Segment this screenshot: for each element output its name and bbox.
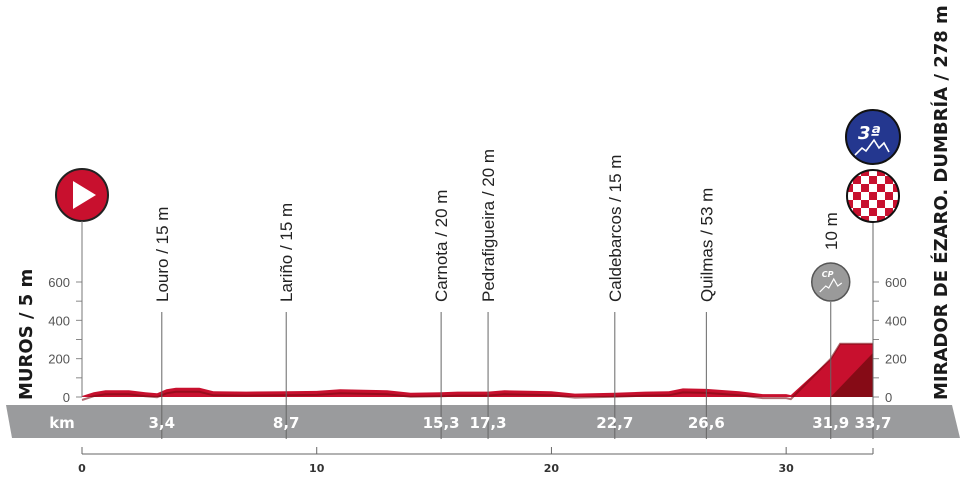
x-tick-label: 10	[309, 462, 325, 475]
finish-check	[877, 216, 885, 222]
finish-check	[861, 216, 869, 222]
finish-check	[885, 208, 893, 216]
finish-check	[893, 184, 899, 192]
waypoint-km: 26,6	[688, 414, 725, 432]
finish-check	[869, 208, 877, 216]
finish-label: MIRADOR DE ÉZARO. DUMBRÍA / 278 m	[930, 5, 952, 400]
finish-check	[869, 192, 877, 200]
climb-category-text: 3ª	[858, 123, 881, 144]
waypoint-km: 33,7	[854, 414, 891, 432]
y-tick-label: 0	[885, 390, 892, 405]
finish-check	[893, 216, 899, 222]
km-band: km	[6, 405, 960, 438]
finish-check	[885, 176, 893, 184]
finish-check	[853, 208, 861, 216]
climb-category-icon: 3ª	[845, 109, 901, 165]
waypoint: 33,7	[854, 222, 892, 439]
finish-check	[893, 170, 899, 176]
finish-check	[861, 184, 869, 192]
waypoint: Lariño / 15 m 8,7	[273, 203, 300, 439]
finish-check	[853, 192, 861, 200]
x-axis: 0 10 20 30	[78, 447, 874, 475]
finish-check	[869, 176, 877, 184]
profile-shading-line	[81, 342, 873, 401]
waypoint-km: 15,3	[423, 414, 460, 432]
checkpoint-cp-icon: CP	[811, 262, 851, 302]
waypoint-km: 31,9	[812, 414, 849, 432]
x-tick-label: 30	[778, 462, 794, 475]
km-label: km	[49, 414, 75, 432]
finish-checks	[847, 170, 909, 232]
finish-check	[847, 200, 853, 208]
y-axis-left: 0 200 400 600	[48, 262, 83, 405]
finish-check	[877, 200, 885, 208]
waypoint-label: Pedrafigueira / 20 m	[479, 149, 498, 302]
y-tick-label: 0	[63, 390, 70, 405]
waypoint: Caldebarcos / 15 m 22,7	[596, 155, 633, 439]
finish-check	[901, 176, 909, 184]
finish-check	[853, 224, 861, 232]
waypoint-km: 17,3	[470, 414, 507, 432]
finish-flag-icon	[846, 169, 909, 232]
waypoint: Louro / 15 m 3,4	[149, 207, 176, 439]
waypoint: CP 10 m 31,9	[811, 212, 851, 439]
waypoint-label: Lariño / 15 m	[277, 203, 296, 302]
waypoint-label: Louro / 15 m	[153, 207, 172, 302]
finish-check	[861, 170, 869, 176]
waypoint-km: 8,7	[273, 414, 300, 432]
waypoint-label: Carnota / 20 m	[432, 190, 451, 302]
waypoint-label: 10 m	[822, 212, 841, 250]
finish-check	[885, 224, 893, 232]
finish-border	[846, 169, 900, 223]
y-tick-label: 400	[48, 313, 70, 328]
waypoint-label: Caldebarcos / 15 m	[606, 155, 625, 302]
y-tick-label: 200	[48, 352, 70, 367]
finish-check	[901, 224, 909, 232]
cp-circle	[811, 262, 851, 302]
finish-check	[877, 170, 885, 176]
km-band-shape	[6, 405, 960, 438]
y-tick-label: 200	[885, 352, 907, 367]
start-label: MUROS / 5 m	[16, 269, 37, 400]
finish-check	[847, 170, 853, 176]
y-axis-right: 0 200 400 600	[872, 262, 907, 405]
x-tick-label: 0	[78, 462, 86, 475]
finish-check	[861, 200, 869, 208]
finish-check	[847, 184, 853, 192]
finish-check	[901, 192, 909, 200]
y-tick-label: 600	[48, 275, 70, 290]
profile-fill	[82, 343, 873, 397]
cp-text: CP	[822, 270, 834, 279]
finish-check	[877, 184, 885, 192]
waypoint: Pedrafigueira / 20 m 17,3	[470, 149, 507, 439]
waypoint: Quilmas / 53 m 26,6	[688, 188, 725, 439]
waypoint-km: 3,4	[149, 414, 176, 432]
x-tick-label: 20	[544, 462, 560, 475]
finish-check	[893, 200, 899, 208]
y-tick-label: 600	[885, 275, 907, 290]
y-tick-label: 400	[885, 313, 907, 328]
waypoint: Carnota / 20 m 15,3	[423, 190, 460, 439]
finish-check	[901, 208, 909, 216]
waypoint-label: Quilmas / 53 m	[697, 188, 716, 302]
finish-check	[853, 176, 861, 184]
cp-mountain	[819, 277, 843, 293]
start-icon	[55, 168, 109, 222]
finish-check	[885, 192, 893, 200]
profile-shading	[830, 352, 873, 397]
profile-area	[81, 342, 873, 401]
waypoints: Louro / 15 m 3,4 Lariño / 15 m 8,7 Carnota /…	[149, 149, 892, 439]
finish-check	[847, 216, 853, 222]
waypoint-km: 22,7	[596, 414, 633, 432]
